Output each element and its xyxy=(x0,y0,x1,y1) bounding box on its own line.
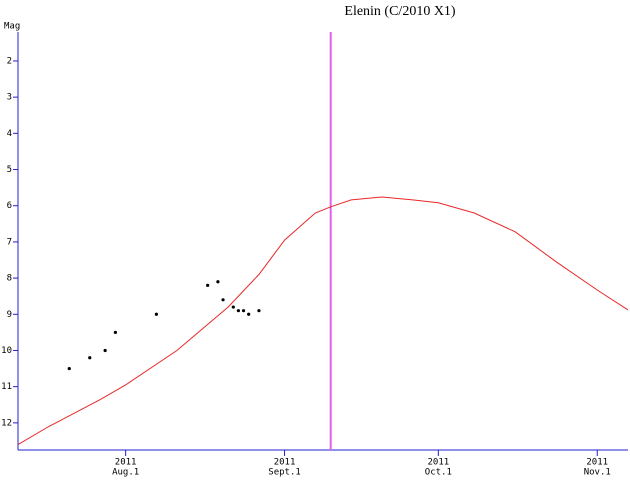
observation xyxy=(241,309,246,313)
y-tick-label: 3 xyxy=(7,93,12,103)
x-tick-label: Oct.1 xyxy=(425,468,452,478)
model-curve xyxy=(17,196,629,446)
y-axis-label: Mag xyxy=(4,22,20,32)
observation xyxy=(221,298,225,302)
x-tick-year: 2011 xyxy=(115,458,137,468)
y-tick-label: 5 xyxy=(7,165,12,175)
y-tick-label: 6 xyxy=(7,201,12,211)
chart-title: Elenin (C/2010 X1) xyxy=(344,4,456,19)
y-tick-label: 7 xyxy=(7,237,12,247)
observation xyxy=(206,283,210,287)
observation xyxy=(236,309,241,313)
y-tick-label: 8 xyxy=(7,274,12,284)
observation xyxy=(257,309,261,313)
observation xyxy=(67,366,71,371)
observation xyxy=(154,312,159,316)
y-tick-label: 11 xyxy=(1,382,12,392)
x-tick-year: 2011 xyxy=(274,458,296,468)
x-tick-label: Nov.1 xyxy=(584,468,611,478)
y-tick-label: 2 xyxy=(7,56,12,66)
observation xyxy=(103,348,107,353)
y-tick-label: 9 xyxy=(7,310,12,320)
x-tick-year: 2011 xyxy=(586,458,608,468)
y-tick-label: 12 xyxy=(1,418,12,428)
x-tick-label: Sept.1 xyxy=(268,468,301,478)
observation xyxy=(113,330,117,334)
y-tick-label: 4 xyxy=(7,129,12,139)
x-tick-year: 2011 xyxy=(427,458,449,468)
x-tick-label: Aug.1 xyxy=(112,468,139,478)
y-tick-label: 10 xyxy=(1,346,12,356)
observation xyxy=(88,356,92,360)
observation xyxy=(216,280,220,284)
observation xyxy=(247,312,251,316)
observation xyxy=(231,305,235,309)
